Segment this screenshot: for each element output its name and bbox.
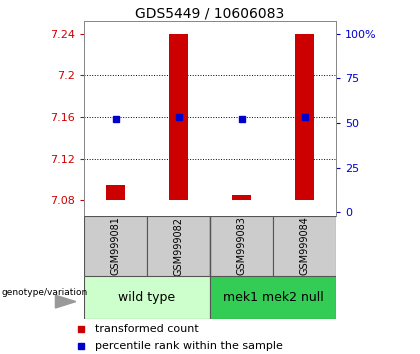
Bar [147, 216, 210, 276]
Text: mek1 mek2 null: mek1 mek2 null [223, 291, 323, 304]
Bar [210, 216, 273, 276]
Bar [84, 216, 147, 276]
Bar [232, 195, 251, 200]
Bar [210, 276, 336, 319]
Text: percentile rank within the sample: percentile rank within the sample [95, 341, 283, 351]
Bar [169, 34, 188, 200]
Text: wild type: wild type [118, 291, 176, 304]
Text: genotype/variation: genotype/variation [2, 288, 88, 297]
Text: GSM999082: GSM999082 [173, 217, 184, 275]
Bar [273, 216, 336, 276]
Text: transformed count: transformed count [95, 324, 199, 333]
Bar [295, 34, 314, 200]
Title: GDS5449 / 10606083: GDS5449 / 10606083 [135, 6, 285, 20]
Text: GSM999084: GSM999084 [299, 217, 310, 275]
Bar [106, 185, 125, 200]
Text: GSM999081: GSM999081 [110, 217, 121, 275]
Text: GSM999083: GSM999083 [236, 217, 247, 275]
Polygon shape [55, 295, 76, 308]
Bar [84, 276, 210, 319]
